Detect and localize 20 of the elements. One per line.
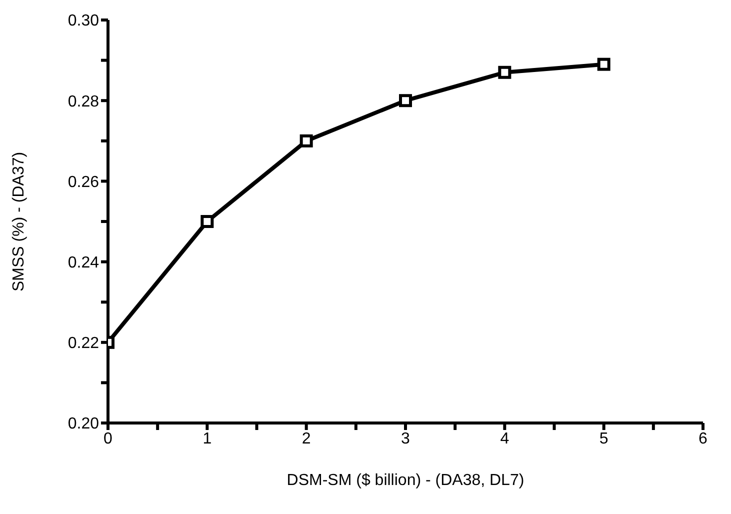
y-tick-label: 0.20 bbox=[68, 416, 100, 433]
point bbox=[200, 215, 214, 228]
x-tick-label: 6 bbox=[698, 430, 708, 448]
y-tick-label: 0.24 bbox=[68, 254, 100, 272]
x-tick-label: 0 bbox=[104, 430, 113, 448]
point bbox=[498, 66, 512, 79]
point bbox=[399, 94, 412, 108]
y-tick-label: 0.28 bbox=[68, 93, 100, 110]
x-tick-label: 3 bbox=[401, 430, 410, 448]
point bbox=[300, 134, 313, 148]
y-tick-label: 0.22 bbox=[68, 335, 100, 352]
x-tick-label: 1 bbox=[202, 430, 212, 448]
y-tick-label: 0.30 bbox=[68, 12, 100, 30]
x-tick-label: 5 bbox=[599, 430, 608, 448]
y-tick-label: 0.26 bbox=[68, 174, 100, 191]
x-tick-label: 4 bbox=[500, 430, 510, 448]
x-tick-label: 2 bbox=[302, 430, 311, 448]
x-axis-title: DSM-SM ($ billion) - (DA38, DL7) bbox=[286, 472, 524, 489]
point bbox=[597, 58, 610, 71]
y-axis-title: SMSS (%) - (DA37) bbox=[10, 152, 28, 292]
